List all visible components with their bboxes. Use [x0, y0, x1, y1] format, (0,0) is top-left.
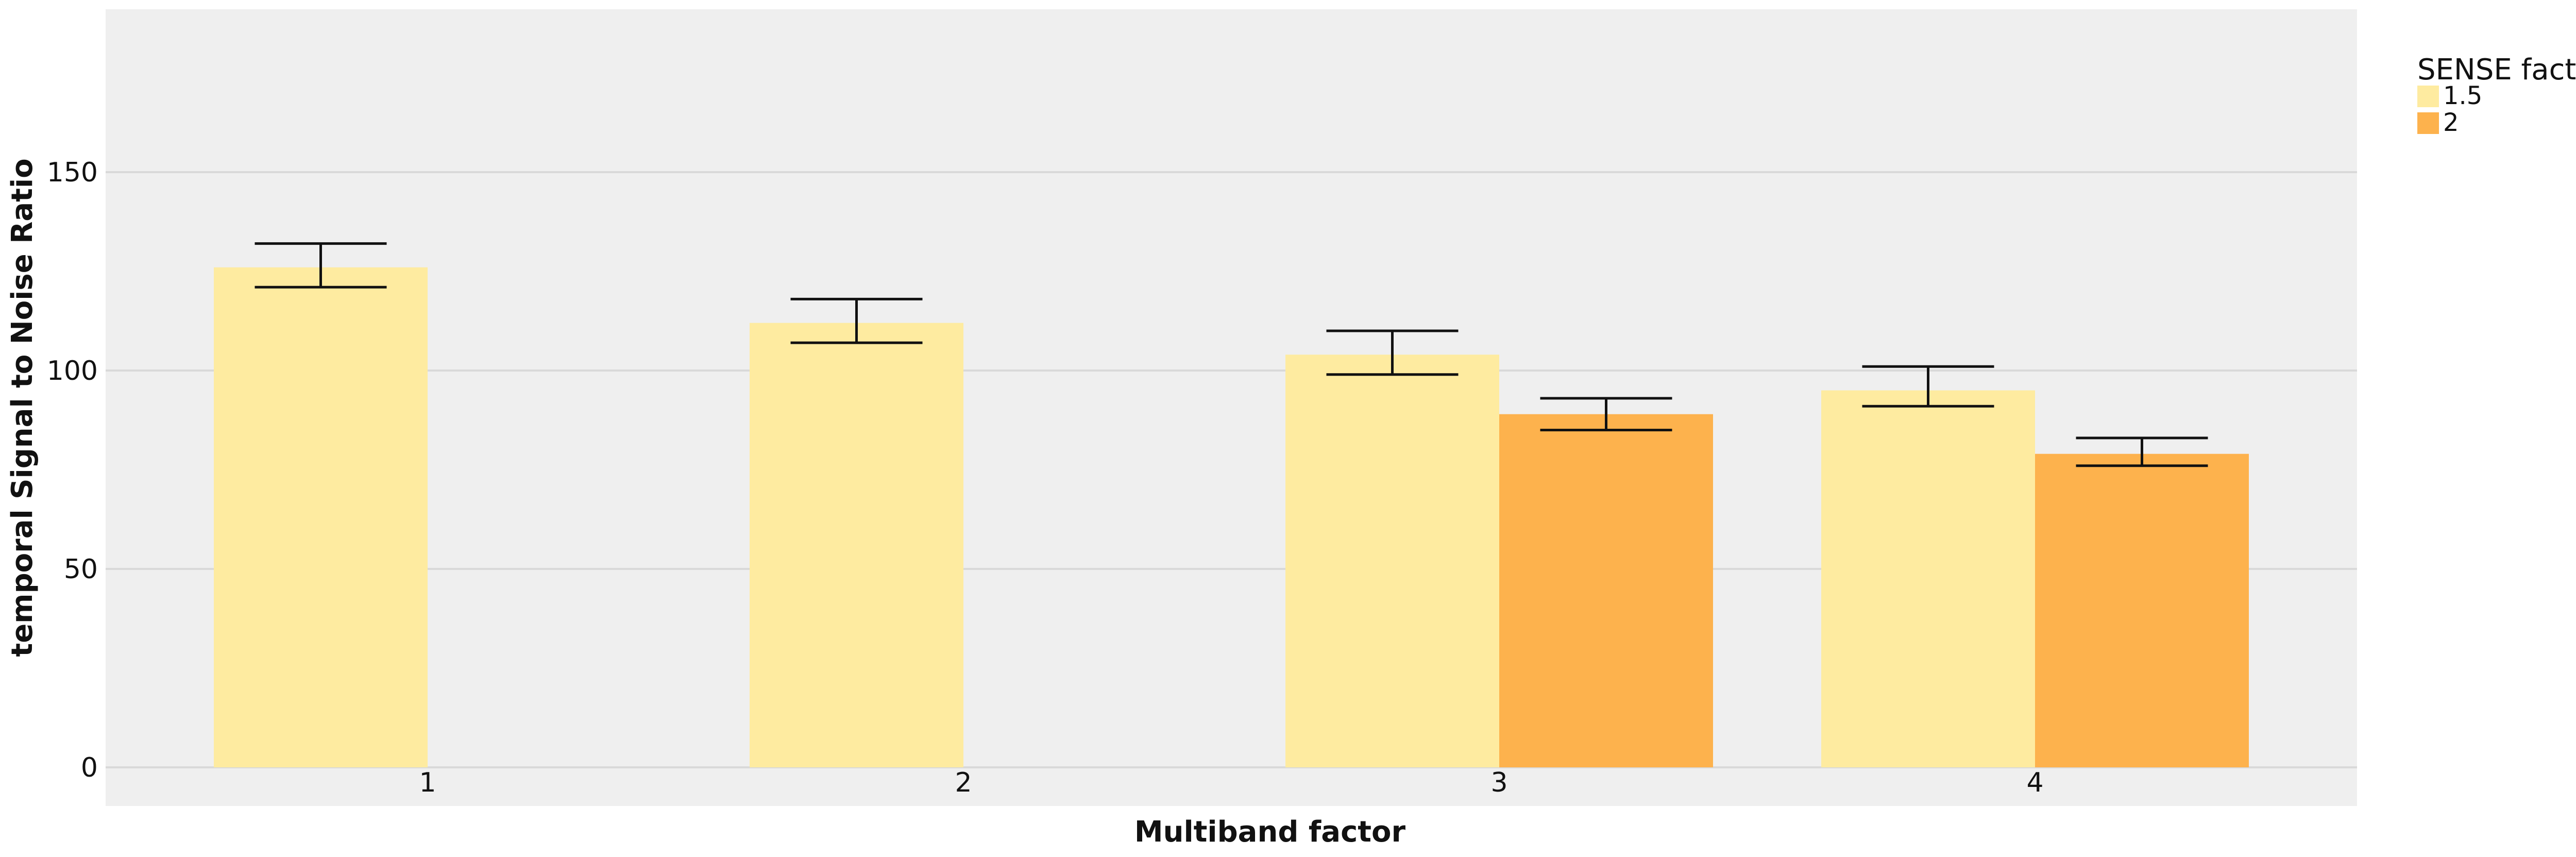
x-axis-title: Multiband factor: [1134, 815, 1406, 849]
error-bar-1.5-mb4: [1862, 365, 1994, 408]
bar-1.5-mb2: [750, 323, 963, 767]
error-bar-2-mb4: [2076, 436, 2208, 467]
legend-swatch-2: [2417, 112, 2439, 134]
error-bar-1.5-mb2: [790, 297, 923, 344]
legend: SENSE factor 1.52: [2417, 53, 2576, 137]
y-tick-label: 50: [64, 554, 98, 585]
y-tick-label: 150: [47, 157, 98, 188]
y-tick-label: 100: [47, 356, 98, 387]
error-bar-2-mb3: [1540, 397, 1672, 431]
bars: [214, 267, 2249, 767]
legend-label-2: 2: [2443, 108, 2459, 137]
bar-1.5-mb3: [1285, 355, 1499, 767]
y-tick-label: 0: [81, 752, 98, 783]
legend-title: SENSE factor: [2417, 53, 2576, 87]
x-axis-ticks: 1 2 3 4: [419, 767, 2043, 798]
error-bar-1.5-mb3: [1326, 329, 1459, 376]
error-bar-1.5-mb1: [255, 242, 387, 289]
y-axis-ticks: 0 50 100 150: [47, 157, 98, 783]
bar-1.5-mb1: [214, 267, 428, 767]
x-tick-label: 4: [2026, 767, 2043, 798]
bar-2-mb4: [2035, 453, 2249, 767]
legend-label-1.5: 1.5: [2443, 81, 2482, 110]
error-bars: [255, 242, 2208, 467]
legend-swatch-1.5: [2417, 86, 2439, 107]
x-tick-label: 1: [419, 767, 436, 798]
bar-2-mb3: [1499, 414, 1713, 767]
y-axis-title: temporal Signal to Noise Ratio: [6, 158, 39, 657]
legend-items: 1.52: [2417, 81, 2482, 137]
x-tick-label: 2: [955, 767, 972, 798]
bar-1.5-mb4: [1821, 390, 2035, 767]
x-tick-label: 3: [1490, 767, 1507, 798]
